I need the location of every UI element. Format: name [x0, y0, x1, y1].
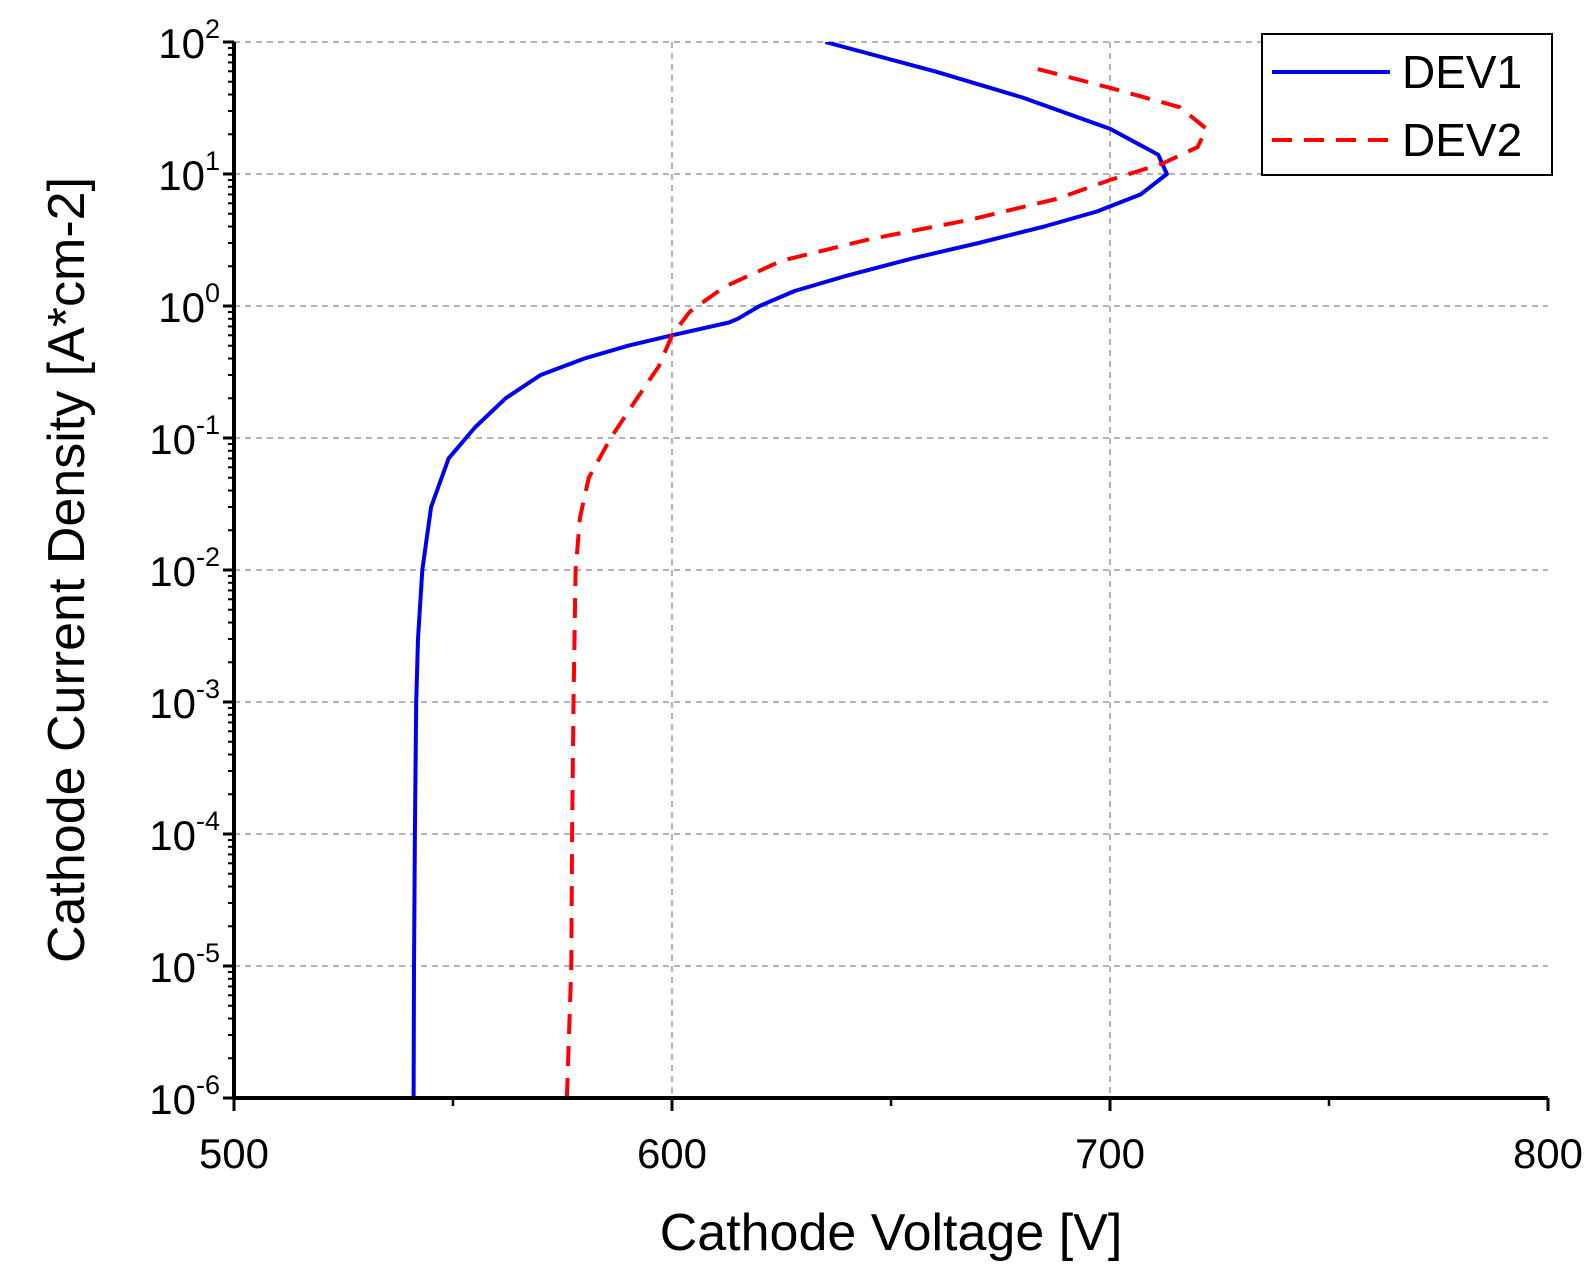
grid-layer	[234, 41, 1548, 1098]
series-layer	[411, 42, 1209, 1098]
y-tick-base: 10	[149, 812, 196, 859]
y-tick-label: 10-6	[149, 1070, 220, 1123]
y-tick-base: 10	[149, 416, 196, 463]
legend-label-dev2: DEV2	[1402, 114, 1522, 166]
y-tick-label: 102	[158, 14, 220, 67]
y-tick-base: 10	[158, 152, 205, 199]
series-line-dev2	[564, 66, 1209, 1098]
y-tick-label: 101	[158, 146, 220, 199]
y-tick-exponent: -2	[196, 542, 220, 572]
y-tick-exponent: -3	[196, 674, 220, 704]
y-tick-base: 10	[149, 1076, 196, 1123]
y-tick-label: 100	[158, 278, 220, 331]
y-tick-label: 10-5	[149, 938, 220, 991]
y-tick-label: 10-2	[149, 542, 220, 595]
y-tick-label: 10-4	[149, 806, 220, 859]
y-tick-label: 10-3	[149, 674, 220, 727]
y-tick-base: 10	[158, 284, 205, 331]
y-tick-exponent: 2	[205, 14, 220, 44]
y-tick-exponent: -5	[196, 938, 220, 968]
x-axis-label: Cathode Voltage [V]	[660, 1204, 1123, 1262]
y-tick-label: 10-1	[149, 410, 220, 463]
x-tick-label: 500	[199, 1130, 269, 1177]
x-tick-label: 600	[637, 1130, 707, 1177]
legend: DEV1 DEV2	[1261, 33, 1553, 176]
y-tick-exponent: -1	[196, 410, 220, 440]
y-axis-label: Cathode Current Density [A*cm-2]	[38, 177, 96, 963]
y-tick-exponent: 1	[205, 146, 220, 176]
series-line-dev1	[411, 42, 1169, 1098]
y-tick-exponent: -4	[196, 806, 220, 836]
x-tick-label: 800	[1513, 1130, 1583, 1177]
y-tick-exponent: 0	[205, 278, 220, 308]
y-tick-base: 10	[149, 680, 196, 727]
x-tick-label: 700	[1075, 1130, 1145, 1177]
y-tick-base: 10	[149, 944, 196, 991]
legend-label-dev1: DEV1	[1402, 46, 1522, 98]
y-tick-exponent: -6	[196, 1070, 220, 1100]
legend-box	[1261, 33, 1553, 176]
y-tick-base: 10	[149, 548, 196, 595]
y-tick-base: 10	[158, 20, 205, 67]
